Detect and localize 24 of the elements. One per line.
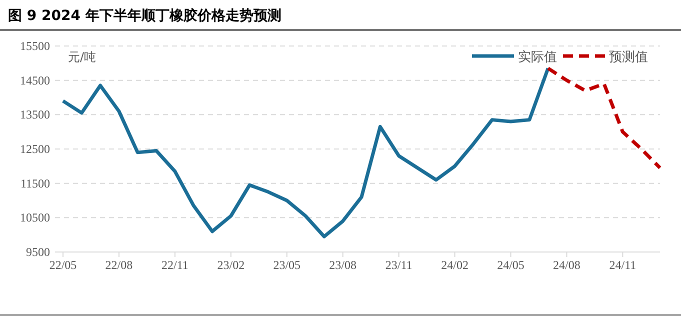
- x-tick-label: 23/05: [273, 258, 301, 272]
- x-tick-label: 24/08: [553, 258, 580, 272]
- y-tick-label: 13500: [20, 108, 50, 122]
- x-tick-label: 22/11: [161, 258, 188, 272]
- y-tick-label: 11500: [20, 176, 50, 190]
- x-tick-label: 23/08: [329, 258, 357, 272]
- line-series: [61, 66, 550, 238]
- legend-label: 预测值: [609, 50, 648, 65]
- x-tick-label: 24/02: [441, 258, 468, 272]
- legend-label: 实际值: [518, 50, 557, 65]
- x-tick-label: 23/02: [217, 258, 245, 272]
- y-tick-label: 15500: [20, 39, 50, 53]
- x-tick-label: 22/05: [49, 258, 77, 272]
- chart-title: 图 9 2024 年下半年顺丁橡胶价格走势预测: [8, 7, 282, 24]
- y-axis-title: 元/吨: [68, 50, 96, 64]
- x-tick-label: 24/05: [497, 258, 524, 272]
- y-tick-label: 12500: [20, 142, 50, 156]
- y-tick-label: 9500: [26, 245, 50, 259]
- x-tick-label: 23/11: [385, 258, 412, 272]
- x-tick-label: 24/11: [609, 258, 636, 272]
- x-tick-label: 22/08: [105, 258, 133, 272]
- line-series: [546, 66, 662, 170]
- y-tick-label: 14500: [20, 73, 50, 88]
- y-tick-label: 10500: [20, 210, 50, 225]
